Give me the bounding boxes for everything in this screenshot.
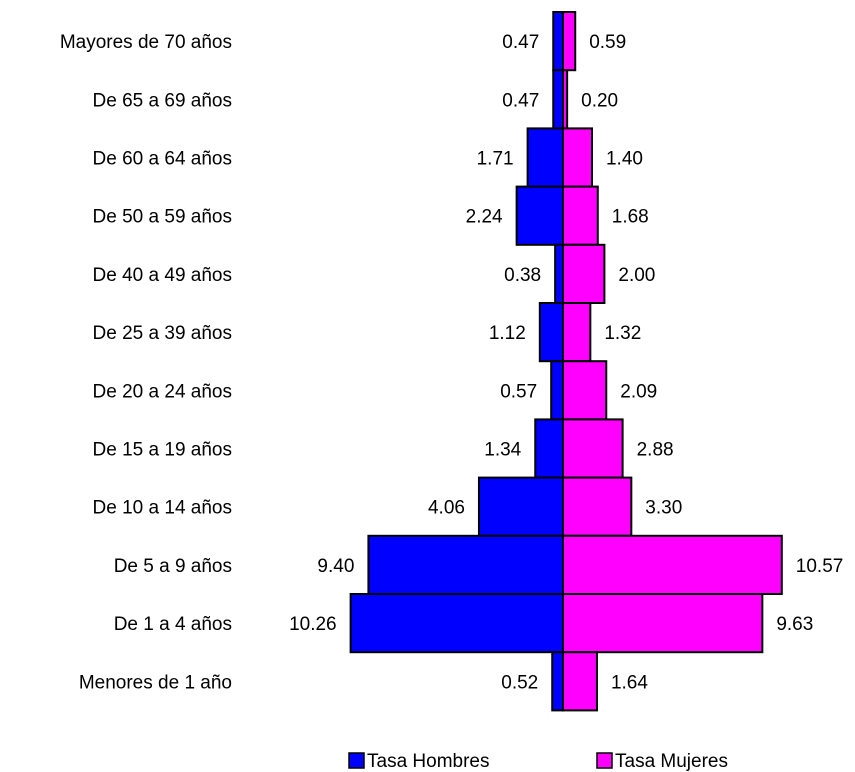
category-label: Menores de 1 año	[79, 672, 232, 693]
value-label-mujeres: 1.68	[612, 207, 649, 228]
bar-hombres	[552, 11, 564, 72]
bar-hombres	[550, 360, 564, 421]
value-label-mujeres: 2.88	[637, 440, 674, 461]
bar-hombres	[538, 302, 564, 363]
category-label: De 50 a 59 años	[93, 207, 232, 228]
value-label-hombres: 1.34	[484, 440, 521, 461]
bar-hombres	[534, 418, 565, 479]
value-label-hombres: 0.57	[500, 381, 537, 402]
category-label: De 60 a 64 años	[93, 149, 232, 170]
legend: Tasa Hombres Tasa Mujeres	[348, 751, 728, 772]
value-label-hombres: 1.12	[489, 323, 526, 344]
value-label-mujeres: 1.64	[611, 672, 648, 693]
bar-mujeres	[562, 593, 764, 654]
value-label-hombres: 0.47	[502, 90, 539, 111]
value-label-hombres: 4.06	[428, 498, 465, 519]
bar-mujeres	[562, 418, 624, 479]
value-label-mujeres: 2.09	[620, 381, 657, 402]
value-label-mujeres: 9.63	[776, 614, 813, 635]
bar-hombres	[551, 651, 565, 712]
category-label: De 40 a 49 años	[93, 265, 232, 286]
value-label-mujeres: 3.30	[645, 498, 682, 519]
legend-swatch-mujeres	[596, 752, 613, 769]
value-label-hombres: 0.52	[501, 672, 538, 693]
category-label: De 25 a 39 años	[93, 323, 232, 344]
value-label-hombres: 10.26	[289, 614, 337, 635]
value-label-hombres: 9.40	[317, 556, 354, 577]
legend-label-hombres: Tasa Hombres	[367, 751, 490, 772]
bar-hombres	[367, 534, 565, 595]
bar-mujeres	[562, 476, 633, 537]
value-label-hombres: 2.24	[466, 207, 503, 228]
bar-mujeres	[562, 534, 783, 595]
value-label-mujeres: 1.32	[604, 323, 641, 344]
bar-mujeres	[562, 69, 569, 130]
category-label: De 5 a 9 años	[114, 556, 232, 577]
bar-mujeres	[562, 127, 593, 188]
value-label-hombres: 1.71	[477, 149, 514, 170]
bar-hombres	[552, 69, 564, 130]
bar-mujeres	[562, 185, 599, 246]
value-label-mujeres: 10.57	[796, 556, 844, 577]
value-label-mujeres: 2.00	[618, 265, 655, 286]
category-label: De 10 a 14 años	[93, 498, 232, 519]
bar-hombres	[349, 593, 565, 654]
value-label-mujeres: 0.59	[589, 32, 626, 53]
value-label-mujeres: 1.40	[606, 149, 643, 170]
bars-layer	[349, 11, 783, 712]
value-label-hombres: 0.38	[504, 265, 541, 286]
category-label: De 20 a 24 años	[93, 381, 232, 402]
category-label: De 65 a 69 años	[93, 90, 232, 111]
bar-mujeres	[562, 302, 592, 363]
category-label: De 15 a 19 años	[93, 440, 232, 461]
bar-hombres	[515, 185, 565, 246]
value-label-mujeres: 0.20	[581, 90, 618, 111]
bar-hombres	[554, 243, 564, 305]
bar-mujeres	[562, 651, 598, 712]
legend-label-mujeres: Tasa Mujeres	[615, 751, 728, 772]
category-label: De 1 a 4 años	[114, 614, 232, 635]
value-label-hombres: 0.47	[502, 32, 539, 53]
bar-mujeres	[562, 11, 577, 72]
category-label: Mayores de 70 años	[60, 32, 232, 53]
bar-hombres	[526, 127, 565, 188]
bar-mujeres	[562, 360, 608, 421]
labels-layer: Mayores de 70 años 0.47 0.59 De 65 a 69 año…	[60, 32, 844, 693]
bar-mujeres	[562, 243, 606, 305]
bar-hombres	[477, 476, 565, 537]
legend-swatch-hombres	[348, 752, 365, 769]
